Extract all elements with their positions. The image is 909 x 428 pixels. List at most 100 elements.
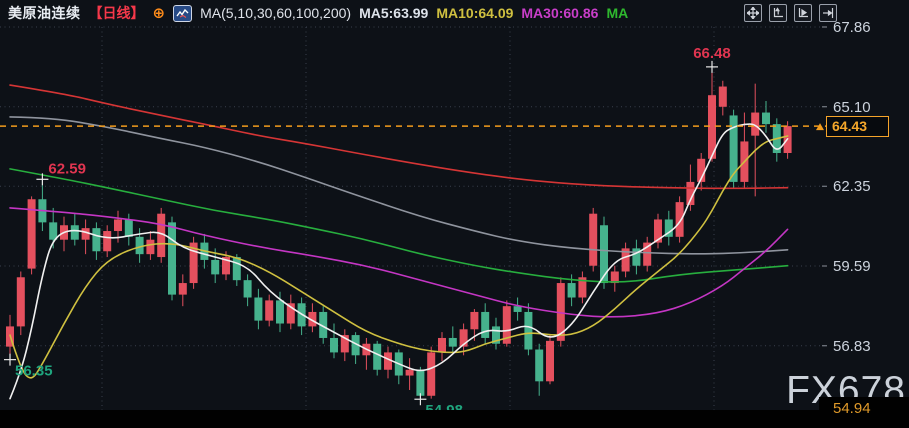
candle-body — [286, 303, 295, 324]
candle-body — [211, 259, 220, 275]
candle-body — [276, 300, 284, 324]
candle-body — [92, 228, 101, 252]
candle-body — [686, 181, 695, 206]
candle-body — [124, 219, 133, 237]
ma-line-ma5 — [9, 123, 789, 400]
candle-body — [232, 257, 241, 281]
price-axis-label: 65.10 — [833, 98, 871, 116]
candle-body — [103, 231, 112, 252]
candle-body — [243, 280, 252, 298]
candle-body — [157, 213, 166, 258]
candle-body — [373, 343, 382, 370]
candle-body — [308, 311, 317, 327]
candle-body — [49, 222, 58, 240]
candle-body — [621, 248, 630, 272]
candle-body — [632, 248, 641, 266]
candle-body — [470, 311, 479, 330]
price-axis-label: 59.59 — [833, 258, 871, 275]
candle-body — [222, 257, 230, 275]
candle-body — [675, 202, 684, 237]
indicator-icon[interactable] — [173, 4, 193, 22]
crosshair-move-icon[interactable] — [744, 4, 762, 22]
scale-axis-left-icon[interactable] — [769, 4, 787, 22]
candle-body — [502, 306, 511, 344]
candle-body — [664, 219, 673, 237]
jump-to-latest-icon[interactable] — [819, 4, 837, 22]
legend-ma60: MA — [606, 5, 629, 21]
candle-body — [16, 277, 25, 327]
candle-body — [319, 311, 328, 338]
bottom-axis-strip — [0, 410, 909, 428]
candle-body — [254, 297, 263, 321]
candle-body — [708, 95, 716, 159]
candle-body — [448, 337, 457, 347]
ma-line-ma200 — [9, 84, 789, 190]
price-axis-label: 56.83 — [833, 337, 871, 355]
candle-body — [405, 369, 414, 376]
ma-lines-layer — [9, 84, 789, 400]
chart-toolbar — [744, 4, 837, 22]
candle-body — [416, 369, 425, 396]
candle-body — [546, 340, 554, 382]
candle-body — [654, 219, 662, 243]
candle-body — [81, 228, 90, 240]
candle-body — [610, 271, 619, 284]
candle-body — [751, 112, 760, 136]
candle-body — [351, 335, 360, 356]
candle-body — [729, 115, 738, 182]
candle-body — [535, 349, 544, 382]
candle-body — [265, 300, 274, 321]
candle-body — [762, 112, 770, 125]
candle-body — [135, 236, 144, 255]
candle-body — [459, 329, 468, 347]
candle-body — [340, 335, 349, 353]
candle-body — [718, 86, 727, 107]
candle-body — [643, 242, 652, 266]
candle-body — [384, 352, 392, 370]
candle-body — [189, 242, 198, 284]
candle-body — [330, 337, 338, 353]
candle-body — [481, 311, 490, 338]
legend-ma30: MA30:60.86 — [521, 5, 599, 21]
ma-line-ma60 — [9, 168, 789, 283]
ma-line-ma30 — [9, 207, 789, 318]
candle-body — [114, 219, 122, 232]
candle-body — [567, 283, 576, 298]
candle-body — [524, 311, 533, 350]
scale-axis-play-icon[interactable] — [794, 4, 812, 22]
candle-body — [600, 225, 608, 284]
extreme-price-label: 66.48 — [693, 45, 731, 62]
current-price-tag: 64.43 — [826, 116, 889, 138]
current-price-arrow — [816, 123, 824, 131]
period-selector[interactable]: 【日线】 — [88, 5, 145, 21]
chart-header: 美原油连续 【日线】 ⊕ MA(5,10,30,60,100,200) MA5:… — [0, 0, 909, 26]
candle-body — [27, 199, 36, 269]
candle-body — [578, 277, 587, 298]
candle-body — [438, 337, 446, 353]
candle-body — [697, 158, 706, 182]
legend-ma5: MA5:63.99 — [359, 5, 429, 21]
candle-body — [427, 352, 436, 396]
candle-body — [513, 306, 522, 312]
ma-line-ma100 — [9, 116, 789, 255]
extreme-price-label: 56.35 — [15, 363, 53, 380]
candle-body — [589, 213, 598, 266]
candle-body — [168, 222, 176, 295]
price-axis-label: 67.86 — [833, 19, 871, 36]
candle-body — [492, 326, 500, 344]
legend-ma10: MA10:64.09 — [436, 5, 514, 21]
candle-body — [70, 225, 79, 240]
instrument-title: 美原油连续 — [8, 5, 81, 21]
grid-layer — [0, 26, 826, 410]
add-overlay-icon[interactable]: ⊕ — [152, 4, 166, 22]
candles-layer — [6, 66, 792, 400]
line-chart-glyph — [176, 8, 189, 18]
axis-min-label: 54.94 — [833, 400, 871, 417]
ma-formula-label: MA(5,10,30,60,100,200) — [200, 5, 352, 21]
candle-body — [178, 283, 187, 295]
candle-body — [146, 239, 155, 255]
extreme-price-label: 62.59 — [48, 160, 86, 177]
